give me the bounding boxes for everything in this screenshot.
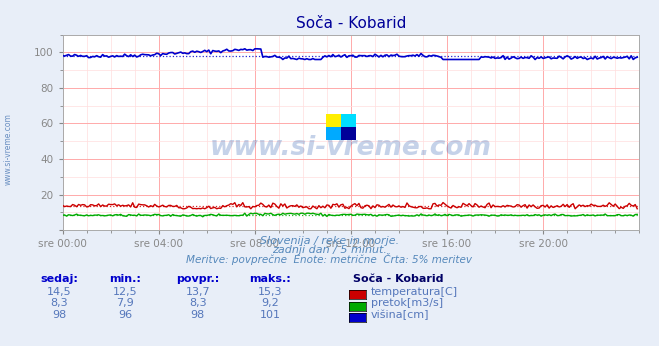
Text: www.si-vreme.com: www.si-vreme.com — [3, 113, 13, 185]
Text: 15,3: 15,3 — [258, 287, 283, 297]
Text: Soča - Kobarid: Soča - Kobarid — [353, 274, 443, 284]
Text: 7,9: 7,9 — [117, 298, 134, 308]
Text: 101: 101 — [260, 310, 281, 320]
Text: 14,5: 14,5 — [47, 287, 72, 297]
Text: 12,5: 12,5 — [113, 287, 138, 297]
Text: Meritve: povprečne  Enote: metrične  Črta: 5% meritev: Meritve: povprečne Enote: metrične Črta:… — [186, 253, 473, 265]
Text: 8,3: 8,3 — [189, 298, 206, 308]
Text: povpr.:: povpr.: — [176, 274, 219, 284]
Text: 9,2: 9,2 — [262, 298, 279, 308]
Text: sedaj:: sedaj: — [40, 274, 78, 284]
Text: temperatura[C]: temperatura[C] — [371, 287, 458, 297]
Text: 96: 96 — [118, 310, 132, 320]
Title: Soča - Kobarid: Soča - Kobarid — [296, 16, 406, 31]
Text: višina[cm]: višina[cm] — [371, 309, 430, 320]
Text: 98: 98 — [52, 310, 67, 320]
Text: zadnji dan / 5 minut.: zadnji dan / 5 minut. — [272, 245, 387, 255]
Text: 8,3: 8,3 — [51, 298, 68, 308]
Text: Slovenija / reke in morje.: Slovenija / reke in morje. — [260, 236, 399, 246]
Text: min.:: min.: — [109, 274, 141, 284]
Text: www.si-vreme.com: www.si-vreme.com — [210, 135, 492, 161]
Text: maks.:: maks.: — [249, 274, 291, 284]
Text: pretok[m3/s]: pretok[m3/s] — [371, 298, 443, 308]
Text: 98: 98 — [190, 310, 205, 320]
Text: 13,7: 13,7 — [185, 287, 210, 297]
